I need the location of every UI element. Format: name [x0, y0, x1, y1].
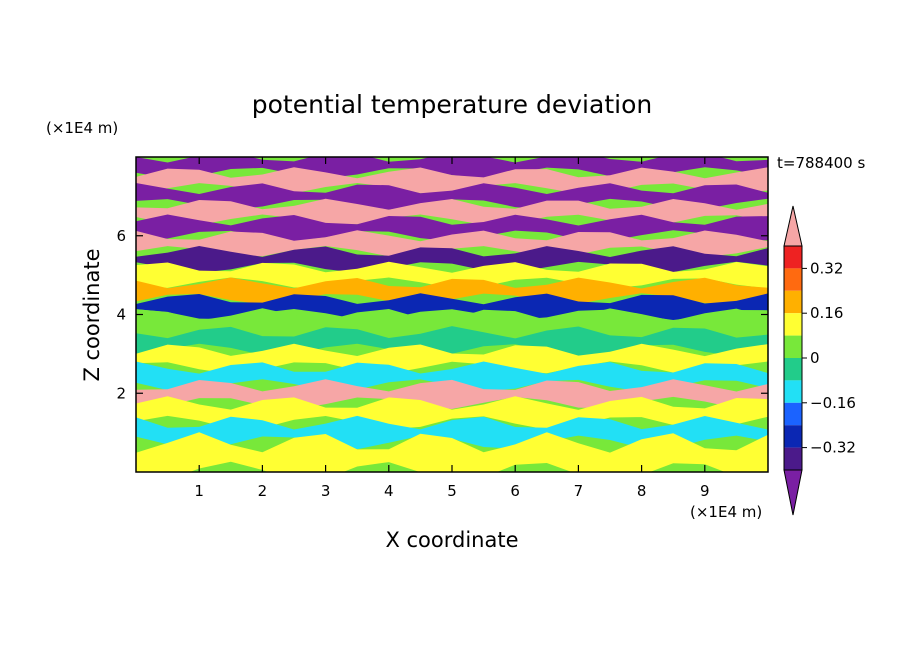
colorbar-extend-high	[783, 205, 803, 247]
colorbar-bin	[784, 380, 802, 403]
contour-band	[136, 293, 768, 320]
x-tick-label: 3	[321, 482, 331, 500]
y-axis-label: Z coordinate	[80, 248, 104, 381]
contour-band	[136, 432, 768, 472]
colorbar-label: 0.32	[810, 259, 843, 277]
colorbar-bin	[784, 402, 802, 426]
contour-field	[136, 157, 768, 472]
colorbar-bin	[784, 313, 802, 336]
colorbar-bin	[784, 425, 802, 448]
colorbar-label: 0	[810, 349, 820, 367]
colorbar-label: −0.16	[810, 394, 856, 412]
colorbar-label: 0.16	[810, 304, 843, 322]
contour-band	[136, 308, 768, 339]
time-label: t=788400 s	[777, 154, 865, 172]
colorbar: 0.32 0.16 0 −0.16 −0.32	[783, 205, 856, 516]
y-tick-label: 2	[116, 384, 126, 402]
contour-band	[136, 261, 768, 289]
contour-band	[136, 183, 768, 210]
colorbar-bin	[784, 268, 802, 291]
x-tick-label: 9	[700, 482, 710, 500]
z-unit-label: (×1E4 m)	[46, 119, 118, 137]
contour-band	[136, 415, 768, 450]
x-tick-label: 5	[447, 482, 457, 500]
colorbar-bin	[784, 290, 802, 314]
x-tick-label: 7	[574, 482, 584, 500]
y-axis: 2 4 6	[116, 227, 768, 402]
colorbar-bin	[784, 335, 802, 358]
x-tick-label: 6	[510, 482, 520, 500]
x-tick-label: 8	[637, 482, 647, 500]
x-tick-label: 4	[384, 482, 394, 500]
contour-band	[136, 198, 768, 226]
colorbar-label: −0.32	[810, 439, 856, 457]
colorbar-bin	[784, 246, 802, 269]
colorbar-bin	[784, 447, 802, 470]
contour-band	[136, 396, 768, 430]
contour-band	[136, 246, 768, 273]
x-tick-label: 1	[194, 482, 204, 500]
chart-title: potential temperature deviation	[252, 90, 652, 119]
x-axis: 1 2 3 4 5 6 7 8 9	[194, 157, 710, 500]
y-tick-label: 6	[116, 227, 126, 245]
contour-band	[136, 343, 768, 374]
colorbar-extend-low	[783, 469, 803, 516]
y-tick-label: 4	[116, 306, 126, 324]
x-axis-label: X coordinate	[385, 528, 518, 552]
x-tick-label: 2	[258, 482, 268, 500]
colorbar-bin	[784, 358, 802, 381]
x-unit-label: (×1E4 m)	[690, 503, 762, 521]
contour-band	[136, 361, 768, 392]
contour-band	[136, 230, 768, 257]
